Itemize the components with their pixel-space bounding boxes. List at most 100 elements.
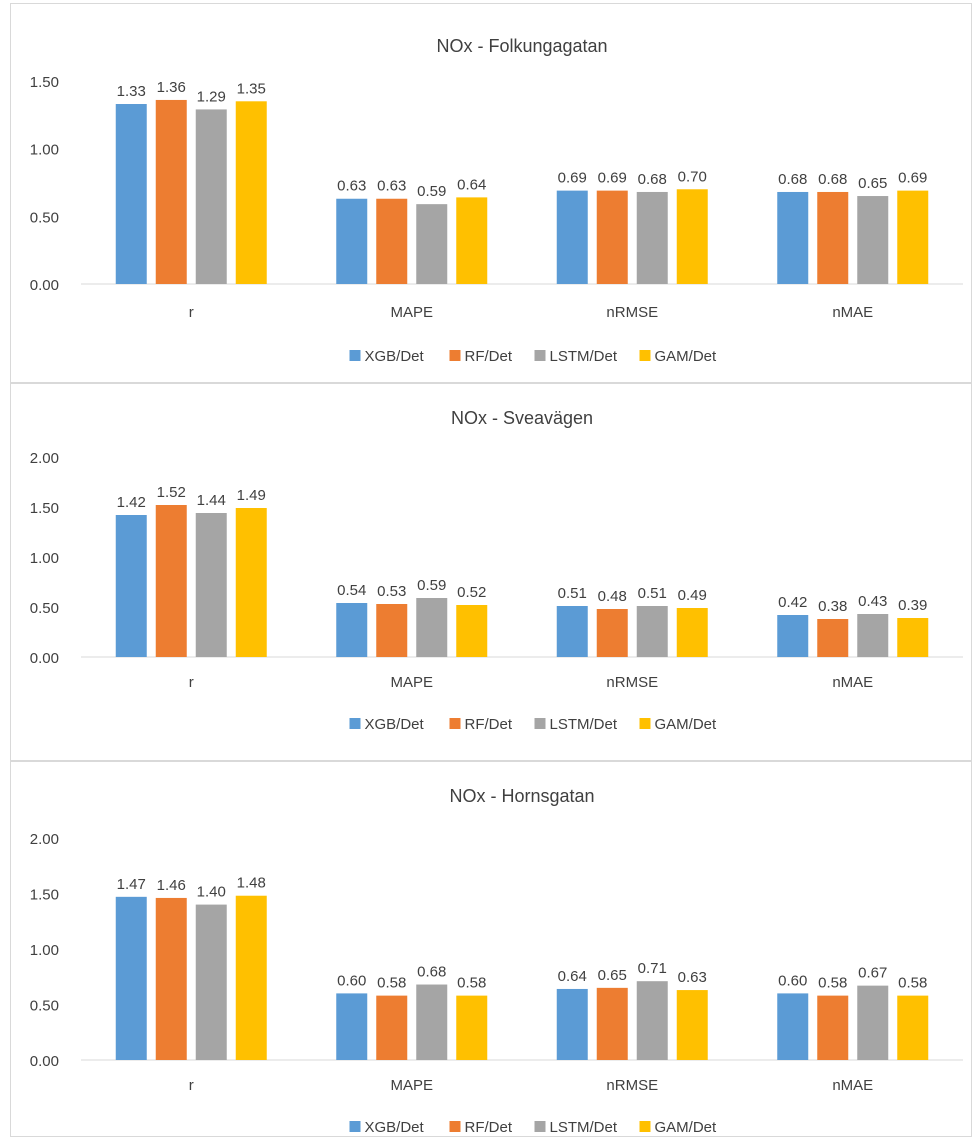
chart-panel-hornsgatan: NOx - Hornsgatan 0.00 0.50 1.00 1.50 2.00 r 1.4… (10, 761, 972, 1137)
chart-title: NOx - Hornsgatan (449, 786, 594, 806)
bar (596, 609, 628, 657)
category-label: MAPE (390, 304, 433, 321)
data-label: 0.58 (377, 975, 406, 992)
legend-swatch (639, 1121, 651, 1132)
data-label: 0.60 (778, 972, 807, 989)
data-label: 0.38 (818, 598, 847, 615)
data-label: 0.68 (778, 171, 807, 188)
bar (376, 604, 408, 657)
bar (416, 598, 448, 657)
data-label: 0.63 (337, 178, 366, 195)
y-tick-label: 0.50 (30, 600, 59, 617)
data-label: 0.52 (457, 584, 486, 601)
legend-swatch (534, 1121, 546, 1132)
bar (636, 606, 668, 657)
bar (416, 204, 448, 284)
category-label: MAPE (390, 1077, 433, 1094)
data-label: 0.58 (457, 975, 486, 992)
category-label: nMAE (832, 1077, 873, 1094)
bar (636, 981, 668, 1060)
legend-label: GAM/Det (655, 1119, 718, 1136)
bar (777, 993, 809, 1060)
bar (195, 904, 227, 1060)
data-label: 0.69 (558, 170, 587, 187)
bar (456, 197, 488, 284)
legend-label: XGB/Det (365, 348, 425, 365)
data-label: 0.64 (457, 176, 486, 193)
y-tick-label: 0.50 (30, 998, 59, 1015)
data-label: 0.51 (558, 585, 587, 602)
data-label: 1.40 (197, 884, 226, 901)
category-label: nMAE (832, 304, 873, 321)
y-tick-label: 1.50 (30, 887, 59, 904)
data-label: 0.60 (337, 972, 366, 989)
data-label: 0.68 (638, 171, 667, 188)
chart-panel-folkungagatan: NOx - Folkungagatan 0.00 0.50 1.00 1.50 r 1.33… (10, 3, 972, 383)
bar (235, 508, 267, 657)
bar (195, 109, 227, 284)
bar (676, 990, 708, 1060)
bar (376, 198, 408, 284)
bar (456, 995, 488, 1060)
chart-title: NOx - Sveavägen (451, 408, 593, 428)
bar (897, 995, 929, 1060)
legend-label: RF/Det (465, 716, 513, 733)
data-label: 0.69 (898, 170, 927, 187)
bar (115, 104, 147, 284)
data-label: 0.54 (337, 582, 366, 599)
bar (155, 897, 187, 1060)
y-tick-label: 1.50 (30, 500, 59, 517)
data-label: 0.65 (858, 175, 887, 192)
data-label: 0.43 (858, 593, 887, 610)
y-tick-label: 1.00 (30, 550, 59, 567)
bar (155, 99, 187, 285)
bar (636, 191, 668, 284)
chart-title: NOx - Folkungagatan (436, 36, 607, 56)
data-label: 0.70 (678, 168, 707, 185)
legend-label: RF/Det (465, 348, 513, 365)
data-label: 0.63 (377, 178, 406, 195)
legend-label: LSTM/Det (550, 1119, 618, 1136)
legend-swatch (449, 1121, 461, 1132)
data-label: 0.48 (598, 588, 627, 605)
bar (235, 895, 267, 1060)
bar (336, 993, 368, 1060)
bar (857, 985, 889, 1060)
legend-label: GAM/Det (655, 348, 718, 365)
bar (857, 196, 889, 284)
data-label: 0.49 (678, 587, 707, 604)
data-label: 1.44 (197, 492, 226, 509)
data-label: 0.69 (598, 170, 627, 187)
category-label: nRMSE (606, 304, 658, 321)
data-label: 0.59 (417, 183, 446, 200)
legend-label: LSTM/Det (550, 348, 618, 365)
legend-swatch (349, 718, 361, 729)
data-label: 1.29 (197, 88, 226, 105)
y-tick-label: 0.00 (30, 277, 59, 294)
bar (817, 995, 849, 1060)
legend-label: RF/Det (465, 1119, 513, 1136)
data-label: 1.47 (117, 876, 146, 893)
y-tick-label: 0.50 (30, 209, 59, 226)
data-label: 0.71 (638, 960, 667, 977)
bar (376, 995, 408, 1060)
data-label: 1.52 (157, 484, 186, 501)
data-label: 0.42 (778, 594, 807, 611)
bar-chart-hornsgatan: NOx - Hornsgatan 0.00 0.50 1.00 1.50 2.00 r 1.4… (30, 786, 963, 1136)
data-label: 0.64 (558, 968, 587, 985)
legend-swatch (449, 718, 461, 729)
bar (556, 190, 588, 284)
legend-swatch (349, 350, 361, 361)
data-label: 1.36 (157, 79, 186, 96)
category-label: r (189, 1077, 194, 1094)
y-tick-label: 2.00 (30, 831, 59, 848)
bar (817, 191, 849, 284)
data-label: 0.58 (818, 975, 847, 992)
legend-swatch (639, 718, 651, 729)
y-tick-label: 0.00 (30, 650, 59, 667)
bar (115, 515, 147, 657)
bar (817, 619, 849, 657)
bar (115, 896, 147, 1060)
category-label: r (189, 304, 194, 321)
bar (676, 608, 708, 657)
